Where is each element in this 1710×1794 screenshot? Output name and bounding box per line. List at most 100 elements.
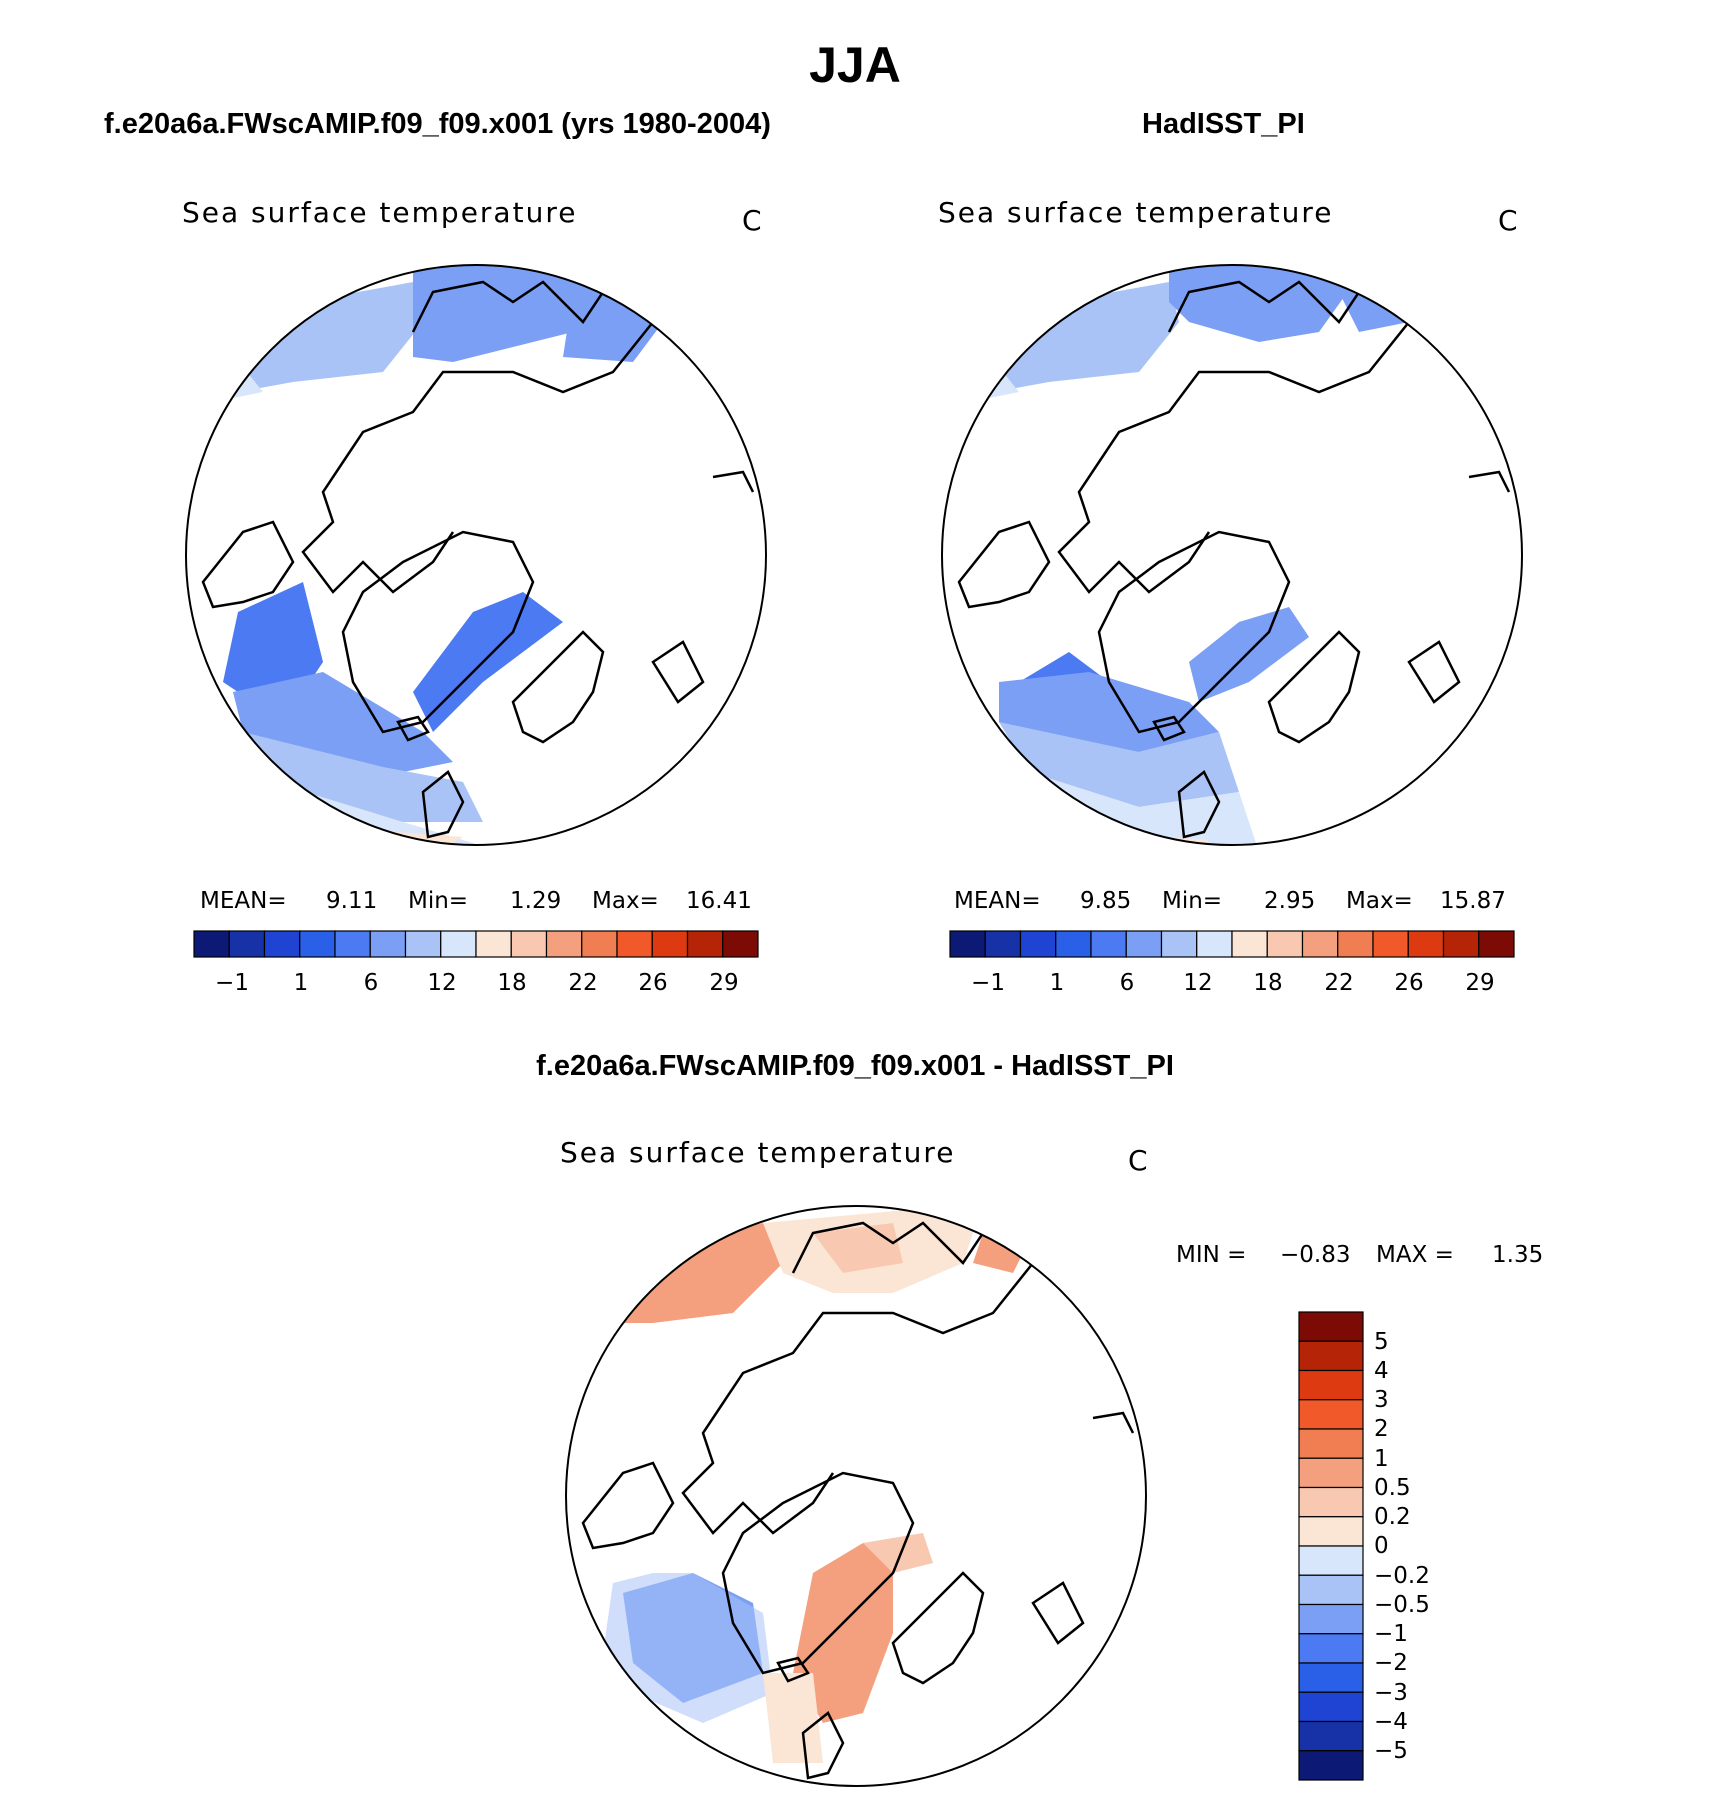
panel1-units: C: [742, 204, 764, 237]
colorbar-swatch: [1298, 1457, 1364, 1489]
panel1-sst-labrador: [223, 582, 323, 702]
panel1-cbar-tick: 22: [568, 970, 598, 996]
diff-cbar-tick: 4: [1374, 1358, 1389, 1384]
diff-anomaly-norwegian: [793, 1543, 893, 1723]
diff-min-value: −0.83: [1280, 1242, 1351, 1268]
colorbar-swatch: [984, 930, 1022, 958]
colorbar-swatch: [949, 930, 986, 958]
colorbar-swatch: [1337, 930, 1374, 958]
colorbar-swatch: [1125, 930, 1163, 958]
panel2-mean-label: MEAN=: [954, 888, 1041, 914]
colorbar-swatch: [1372, 930, 1409, 958]
colorbar-swatch: [1298, 1633, 1364, 1664]
diff-units: C: [1128, 1144, 1150, 1177]
panel2-cbar-tick: 6: [1119, 970, 1135, 996]
colorbar-swatch: [263, 930, 301, 958]
panel2-min-label: Min=: [1162, 888, 1223, 914]
panel2-cbar-tick: 18: [1253, 970, 1283, 996]
colorbar-swatch: [334, 930, 371, 958]
panel1-cbar-tick: 18: [497, 970, 527, 996]
diff-polar-map: [565, 1205, 1147, 1787]
panel2-cbar-tick: 1: [1049, 970, 1065, 996]
panel2-cbar-tick: 29: [1465, 970, 1495, 996]
panel2-min-value: 2.95: [1264, 888, 1316, 914]
colorbar-swatch: [1407, 930, 1445, 958]
diff-coast-britain: [801, 1711, 845, 1780]
panel2-mean-value: 9.85: [1080, 888, 1132, 914]
panel2-colorbar: [949, 930, 1515, 958]
colorbar-swatch: [1298, 1750, 1364, 1781]
colorbar-swatch: [1298, 1574, 1364, 1606]
panel2-sst-norwegian: [1189, 607, 1309, 702]
panel1-coast-eurasia: [301, 280, 655, 594]
panel1-coast-scandinavia: [511, 630, 605, 744]
panel1-coast-north-america: [201, 520, 295, 609]
diff-anomaly-north-pacific: [613, 1223, 783, 1323]
diff-max-label: MAX =: [1376, 1242, 1454, 1268]
panel1-coast-greenland: [341, 530, 535, 734]
panel2-variable: Sea surface temperature: [938, 196, 1334, 229]
colorbar-swatch: [1055, 930, 1092, 958]
colorbar-swatch: [1298, 1399, 1364, 1430]
panel1-cbar-tick: 1: [293, 970, 309, 996]
colorbar-swatch: [1298, 1311, 1364, 1342]
colorbar-swatch: [1231, 930, 1268, 958]
panel1-sst-norwegian: [413, 592, 563, 732]
diff-cbar-tick: 2: [1374, 1416, 1389, 1442]
diff-cbar-tick: 3: [1374, 1387, 1389, 1413]
panel1-variable: Sea surface temperature: [182, 196, 578, 229]
colorbar-swatch: [1298, 1516, 1364, 1547]
diff-title: f.e20a6a.FWscAMIP.f09_f09.x001 - HadISST…: [536, 1050, 1174, 1082]
diff-coast-eurasia: [681, 1221, 1035, 1535]
colorbar-swatch: [1298, 1428, 1364, 1459]
colorbar-swatch: [193, 930, 230, 958]
colorbar-swatch: [475, 930, 512, 958]
panel1-max-label: Max=: [592, 888, 659, 914]
colorbar-swatch: [1019, 930, 1057, 958]
panel2-title: HadISST_PI: [1142, 108, 1305, 140]
colorbar-swatch: [1478, 930, 1515, 958]
colorbar-swatch: [440, 930, 477, 958]
diff-variable: Sea surface temperature: [560, 1136, 956, 1169]
diff-coast-greenland: [721, 1471, 915, 1675]
panel2-polar-map: [941, 264, 1523, 846]
panel1-coast-britain: [421, 770, 465, 839]
panel1-max-value: 16.41: [686, 888, 752, 914]
panel2-coast-greenland: [1097, 530, 1291, 734]
colorbar-swatch: [1298, 1662, 1364, 1693]
panel1-mean-value: 9.11: [326, 888, 378, 914]
diff-cbar-tick: 5: [1374, 1329, 1389, 1355]
panel2-cbar-tick: 12: [1183, 970, 1213, 996]
diff-cbar-tick: −0.2: [1374, 1563, 1430, 1589]
colorbar-swatch: [1298, 1720, 1364, 1752]
colorbar-swatch: [1298, 1545, 1364, 1576]
colorbar-swatch: [1298, 1603, 1364, 1635]
colorbar-swatch: [404, 930, 442, 958]
diff-cbar-tick: −3: [1374, 1680, 1408, 1706]
main-title: JJA: [809, 37, 901, 93]
colorbar-swatch: [1298, 1486, 1364, 1518]
colorbar-swatch: [616, 930, 653, 958]
colorbar-swatch: [581, 930, 618, 958]
colorbar-swatch: [1196, 930, 1233, 958]
panel1-sst-north-pacific: [223, 282, 423, 392]
panel2-sst-north-atlantic-2: [999, 722, 1239, 807]
diff-cbar-tick: −1: [1374, 1621, 1408, 1647]
colorbar-swatch: [1090, 930, 1127, 958]
panel1-polar-map: [185, 264, 767, 846]
colorbar-swatch: [722, 930, 759, 958]
colorbar-swatch: [1298, 1369, 1364, 1401]
panel2-cbar-tick: 26: [1394, 970, 1424, 996]
colorbar-swatch: [686, 930, 724, 958]
panel2-coast-north-america: [957, 520, 1051, 609]
panel2-sst-north-atlantic-1: [999, 672, 1219, 752]
panel1-min-label: Min=: [408, 888, 469, 914]
panel2-cbar-tick: −1: [971, 970, 1005, 996]
colorbar-swatch: [369, 930, 407, 958]
colorbar-swatch: [1266, 930, 1304, 958]
panel1-mean-label: MEAN=: [200, 888, 287, 914]
panel2-max-label: Max=: [1346, 888, 1413, 914]
panel1-cbar-tick: 29: [709, 970, 739, 996]
colorbar-swatch: [1301, 930, 1339, 958]
diff-cbar-tick: 0.5: [1374, 1475, 1411, 1501]
